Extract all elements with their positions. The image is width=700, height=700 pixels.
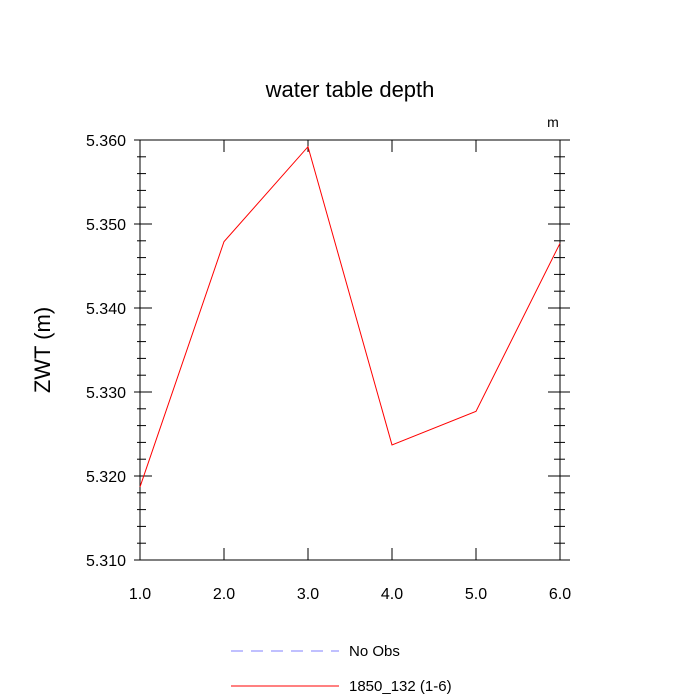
tick-labels: 1.0 2.0 3.0 4.0 5.0 6.0 5.310 5.320 5.330 5.340 5.…: [86, 133, 571, 603]
legend-label: No Obs: [349, 643, 400, 660]
plot-frame: [139, 139, 561, 561]
y-tick-label: 5.360: [86, 133, 126, 150]
legend-label: 1850_132 (1-6): [349, 678, 452, 695]
x-tick-label: 1.0: [129, 586, 151, 603]
y-axis-label: ZWT (m): [30, 307, 55, 393]
series-line-0: [139, 145, 561, 488]
y-tick-label: 5.330: [86, 385, 126, 402]
x-tick-label: 4.0: [381, 586, 403, 603]
x-tick-label: 6.0: [549, 586, 571, 603]
legend: No Obs 1850_132 (1-6): [231, 643, 452, 695]
y-tick-label: 5.310: [86, 553, 126, 570]
y-tick-label: 5.350: [86, 217, 126, 234]
y-tick-label: 5.320: [86, 469, 126, 486]
units-label: m: [547, 114, 559, 130]
x-tick-label: 5.0: [465, 586, 487, 603]
x-tick-label: 3.0: [297, 586, 319, 603]
axis-ticks: [134, 139, 570, 561]
series-layer: [139, 145, 561, 488]
chart-title: water table depth: [265, 77, 435, 102]
y-tick-label: 5.340: [86, 301, 126, 318]
x-tick-label: 2.0: [213, 586, 235, 603]
